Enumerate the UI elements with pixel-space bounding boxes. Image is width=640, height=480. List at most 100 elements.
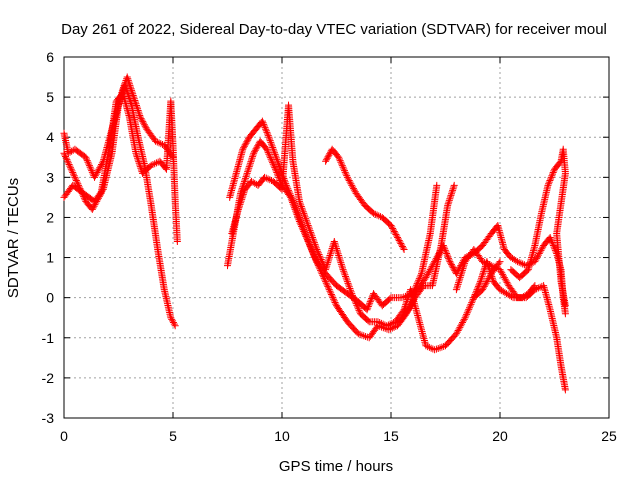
data-point [239,190,247,198]
data-point [459,317,467,325]
data-point [427,264,435,272]
data-point [443,250,451,258]
data-point [487,269,495,277]
data-point [235,202,243,210]
data-point [338,264,346,272]
data-point [63,156,71,164]
data-point [459,265,467,273]
y-tick-label: 5 [46,89,54,105]
data-point [274,157,282,165]
data-point [319,271,327,279]
data-point [371,210,379,218]
data-point [463,309,471,317]
data-point [507,293,515,301]
data-point [422,274,430,282]
data-point [463,310,471,318]
data-point [64,157,72,165]
data-point [535,250,543,258]
data-point [135,158,143,166]
data-point [350,186,358,194]
data-point [298,220,306,228]
series-trace-k [470,258,539,302]
data-point [479,271,487,279]
data-point [351,298,359,306]
data-point [240,144,248,152]
data-point [68,167,76,175]
data-point [272,154,280,162]
data-point [152,137,160,145]
data-point [86,163,94,171]
data-point [247,158,255,166]
data-point [274,159,282,167]
data-point [77,188,85,196]
data-point [251,146,259,154]
data-point [269,145,277,153]
data-point [424,270,432,278]
data-point [457,272,465,280]
data-point [67,164,75,172]
data-point [335,253,343,261]
data-point [409,296,417,304]
data-point [460,315,468,323]
data-point [430,259,438,267]
data-point [406,302,414,310]
data-point [82,153,90,161]
data-point [366,298,374,306]
data-point [450,181,458,189]
data-points [60,73,569,394]
data-point [388,223,396,231]
data-point [433,181,441,189]
data-point [548,172,556,180]
data-point [456,323,464,331]
data-point [67,165,75,173]
data-point [440,243,448,251]
data-point [432,254,440,262]
data-point [330,238,338,246]
data-point [454,327,462,335]
data-point [364,304,372,312]
data-point [424,269,432,277]
data-point [547,175,555,183]
data-point [445,256,453,264]
data-point [410,294,418,302]
data-point [550,243,558,251]
data-point [435,250,443,258]
data-point [322,157,330,165]
data-point [294,210,302,218]
data-point [322,279,330,287]
data-point [345,281,353,289]
data-point [460,261,468,269]
data-point [470,292,478,300]
data-point [87,165,95,173]
data-point [346,178,354,186]
data-point [240,179,248,187]
data-point [62,154,70,162]
data-point [410,292,418,300]
data-point [250,148,258,156]
data-point [75,183,83,191]
data-point [242,139,250,147]
data-point [351,296,359,304]
series-trace-a [60,73,177,181]
data-point [350,295,358,303]
data-point [386,320,394,328]
data-point [75,181,83,189]
y-tick-label: -1 [42,330,55,346]
data-point [345,283,353,291]
data-point [329,294,337,302]
data-point [245,163,253,171]
data-point [93,197,101,205]
data-point [322,264,330,272]
data-point [260,120,268,128]
data-point [136,163,144,171]
data-point [283,183,291,191]
data-point [266,152,274,160]
data-point [85,160,93,168]
data-point [300,227,308,235]
x-tick-label: 25 [601,428,617,444]
data-point [121,81,129,89]
data-point [262,125,270,133]
data-point [436,248,444,256]
data-point [80,194,88,202]
data-point [336,157,344,165]
